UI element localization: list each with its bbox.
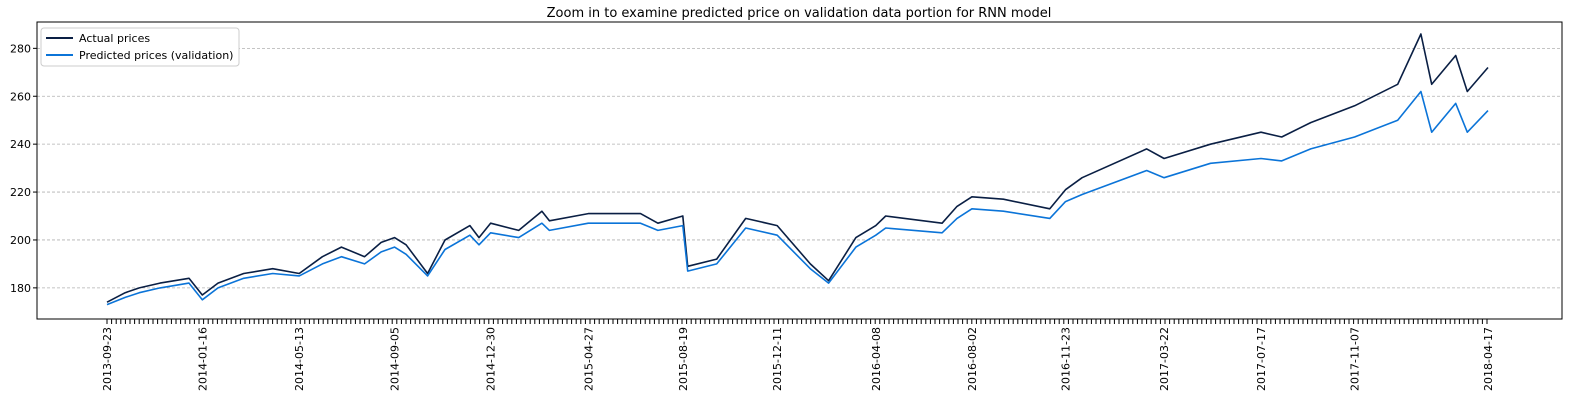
x-tick-label: 2016-11-23 xyxy=(1060,327,1073,391)
y-tick-label: 200 xyxy=(10,234,31,247)
x-tick-label: 2017-03-22 xyxy=(1158,327,1171,391)
grid-lines xyxy=(37,47,1562,289)
x-tick-label: 2014-05-13 xyxy=(293,327,306,391)
chart-title: Zoom in to examine predicted price on va… xyxy=(547,6,1052,21)
series-lines xyxy=(106,33,1489,306)
y-axis-ticks: 180 200 220 240 260 280 xyxy=(10,42,37,295)
legend-label-actual: Actual prices xyxy=(79,32,150,45)
legend-box xyxy=(40,27,240,67)
x-axis-ticks: 2013-09-23 2014-01-16 2014-05-13 2014-09-05… xyxy=(101,319,1495,391)
plot-frame xyxy=(36,21,1563,320)
x-tick-label: 2014-01-16 xyxy=(196,327,209,391)
x-tick-label: 2016-08-02 xyxy=(966,327,979,391)
x-tick-label: 2013-09-23 xyxy=(101,327,114,391)
y-tick-label: 180 xyxy=(10,282,31,295)
series-line-predicted xyxy=(106,90,1489,306)
y-tick-label: 240 xyxy=(10,138,31,151)
x-tick-label: 2015-08-19 xyxy=(677,327,690,391)
x-tick-label: 2018-04-17 xyxy=(1482,327,1495,391)
x-tick-label: 2017-11-07 xyxy=(1349,327,1362,391)
x-tick-label: 2014-09-05 xyxy=(389,327,402,391)
y-tick-label: 260 xyxy=(10,90,31,103)
x-minor-ticks xyxy=(106,319,1488,324)
x-tick-label: 2016-04-08 xyxy=(870,327,883,391)
legend-label-predicted: Predicted prices (validation) xyxy=(79,49,233,62)
series-line-actual xyxy=(106,33,1489,303)
x-tick-label: 2015-04-27 xyxy=(582,327,595,391)
legend: Actual prices Predicted prices (validati… xyxy=(40,27,240,67)
y-tick-label: 220 xyxy=(10,186,31,199)
x-tick-label: 2017-07-17 xyxy=(1255,327,1268,391)
x-tick-label: 2014-12-30 xyxy=(485,327,498,391)
y-tick-label: 280 xyxy=(10,42,31,55)
x-tick-label: 2015-12-11 xyxy=(771,327,784,391)
